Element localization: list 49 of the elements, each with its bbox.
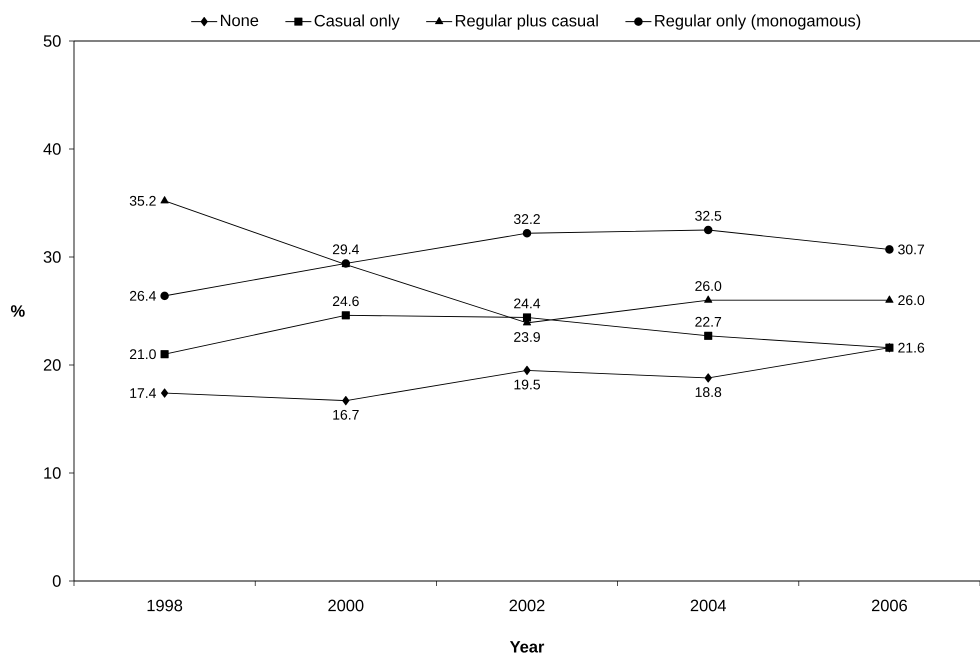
data-label: 18.8 <box>696 387 722 398</box>
data-label: 35.2 <box>130 196 156 206</box>
point <box>160 350 169 358</box>
data-label: 23.9 <box>514 332 540 342</box>
x-tick-label: 2002 <box>510 600 544 612</box>
data-label: 32.2 <box>514 214 540 224</box>
point <box>161 388 168 398</box>
point <box>704 332 712 340</box>
x-tick-label: 1998 <box>148 600 182 612</box>
y-tick-label: 20 <box>44 359 61 371</box>
y-tick-label: 40 <box>43 143 61 155</box>
data-label: 26.0 <box>898 295 924 306</box>
point <box>885 296 894 303</box>
data-label: 26.0 <box>695 281 722 292</box>
data-label: 26.4 <box>130 290 156 301</box>
data-label: 24.4 <box>514 298 540 308</box>
data-label: 17.4 <box>130 388 156 398</box>
point <box>885 245 894 254</box>
x-tick-label: 2000 <box>328 600 364 612</box>
point <box>704 226 712 234</box>
x-tick-label: 2006 <box>872 600 907 612</box>
data-label: 24.6 <box>332 296 359 306</box>
data-label: 16.7 <box>333 410 359 420</box>
data-label: 21.0 <box>130 349 156 360</box>
legend-label: Casual only <box>314 14 400 30</box>
data-label: 22.7 <box>695 316 722 327</box>
data-label: 19.5 <box>514 380 540 390</box>
data-label: 32.5 <box>695 210 722 221</box>
point <box>160 292 169 300</box>
data-label: 29.4 <box>332 244 359 254</box>
point <box>342 311 350 320</box>
point <box>523 366 531 376</box>
y-tick-label: 0 <box>52 575 61 587</box>
point <box>704 373 712 383</box>
y-tick-label: 10 <box>44 467 61 479</box>
legend-label: None <box>220 14 258 26</box>
point <box>342 396 350 406</box>
point <box>160 196 169 204</box>
data-label: 30.7 <box>898 244 924 254</box>
y-tick-label: 50 <box>44 35 61 47</box>
x-axis-title: Year <box>510 641 544 653</box>
x-tick-label: 2004 <box>690 600 726 612</box>
legend-label: Regular only (monogamous) <box>655 14 860 30</box>
data-label: 21.6 <box>898 342 924 353</box>
legend-label: Regular plus casual <box>456 14 598 30</box>
y-axis-title: % <box>10 305 25 317</box>
point <box>522 228 532 238</box>
point <box>704 296 712 303</box>
y-tick-label: 30 <box>44 251 61 263</box>
